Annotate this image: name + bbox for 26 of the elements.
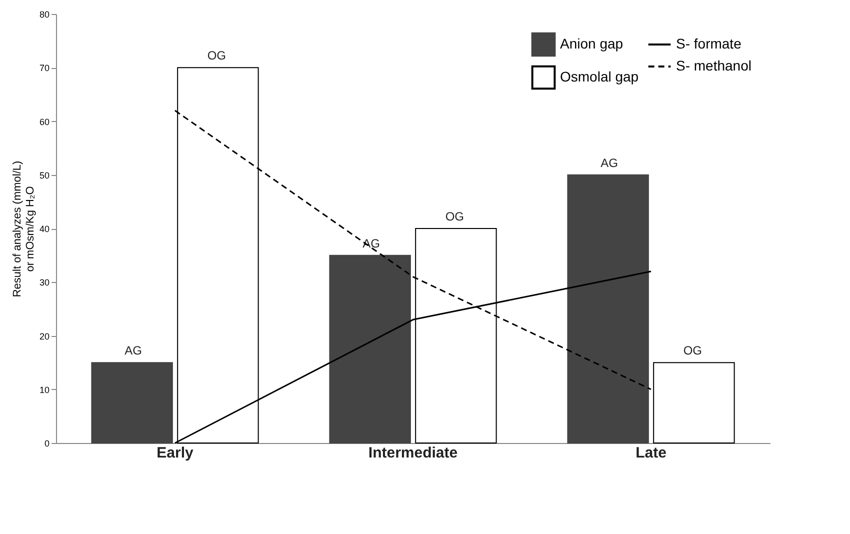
data-label: OG	[683, 344, 702, 358]
data-label: AG	[600, 156, 618, 170]
y-tick-label: 20	[39, 331, 50, 342]
y-axis-title: Result of analyzes (mmol/L) or mOsm/Kg H₂O	[11, 160, 36, 298]
x-tick-label: Early	[156, 444, 194, 462]
legend-label: S- methanol	[676, 58, 752, 74]
y-tick-label: 70	[39, 63, 50, 74]
legend-label: Osmolal gap	[560, 68, 639, 84]
data-label: OG	[207, 48, 226, 63]
x-tick-label: Late	[636, 444, 666, 462]
data-label: OG	[445, 210, 464, 224]
y-tick-label: 80	[39, 10, 50, 20]
y-tick-label: 60	[39, 116, 50, 127]
x-tick-label: Intermediate	[368, 444, 458, 462]
legend-label: S- formate	[676, 36, 742, 52]
data-label: AG	[362, 236, 380, 250]
y-tick-label: 10	[39, 384, 50, 395]
data-label: AG	[124, 344, 142, 358]
y-tick-label: 30	[39, 278, 50, 288]
y-tick-label: 0	[44, 438, 50, 448]
bar	[329, 254, 411, 444]
y-tick-label: 50	[39, 170, 50, 180]
y-tick-label: 40	[39, 224, 50, 234]
legend-label: Anion gap	[560, 36, 624, 52]
bar	[567, 174, 649, 444]
bar	[91, 362, 173, 444]
